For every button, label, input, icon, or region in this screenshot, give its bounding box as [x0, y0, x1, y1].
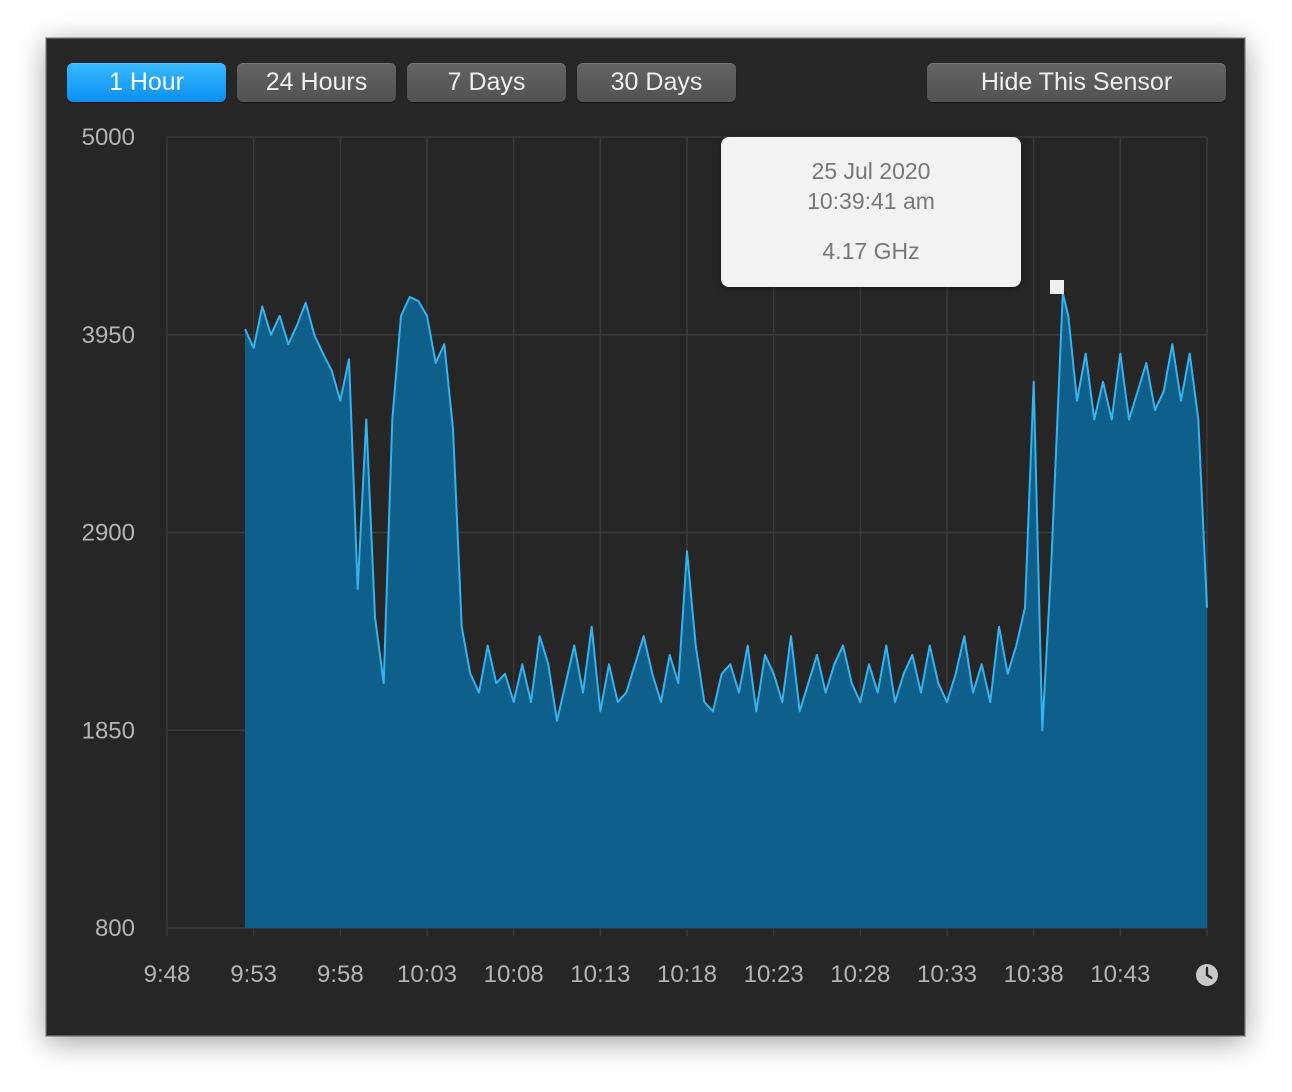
range-button-7-days[interactable]: 7 Days — [407, 63, 566, 102]
chart-plot-area — [244, 292, 1208, 928]
y-tick-label: 2900 — [82, 520, 135, 547]
x-tick-label: 10:38 — [1004, 961, 1064, 988]
x-tick-label: 10:18 — [657, 961, 717, 988]
range-button-1-hour[interactable]: 1 Hour — [67, 63, 226, 102]
clock-icon[interactable] — [1195, 963, 1219, 987]
y-tick-label: 5000 — [82, 124, 135, 151]
value-tooltip: 25 Jul 2020 10:39:41 am 4.17 GHz — [721, 137, 1021, 287]
x-tick-label: 10:28 — [830, 961, 890, 988]
series-area-fill — [245, 293, 1207, 928]
x-tick-label: 9:53 — [230, 961, 277, 988]
y-tick-label: 800 — [95, 915, 135, 942]
x-tick-label: 10:08 — [484, 961, 544, 988]
y-tick-label: 1850 — [82, 717, 135, 744]
x-tick-label: 10:43 — [1090, 961, 1150, 988]
x-tick-label: 9:58 — [317, 961, 364, 988]
x-tick-label: 10:13 — [570, 961, 630, 988]
range-button-24-hours[interactable]: 24 Hours — [237, 63, 396, 102]
x-tick-label: 9:48 — [144, 961, 191, 988]
range-button-30-days[interactable]: 30 Days — [577, 63, 736, 102]
hover-point-marker — [1050, 280, 1064, 294]
x-tick-label: 10:23 — [744, 961, 804, 988]
x-axis: 9:48 9:53 9:58 10:03 10:08 10:13 10:18 10:23 10:… — [144, 961, 1151, 988]
y-tick-label: 3950 — [82, 322, 135, 349]
series-line — [244, 292, 1208, 732]
tooltip-date: 25 Jul 2020 — [811, 158, 931, 184]
hide-sensor-button[interactable]: Hide This Sensor — [927, 63, 1226, 102]
tooltip-time: 10:39:41 am — [807, 188, 935, 214]
x-tick-label: 10:33 — [917, 961, 977, 988]
y-axis: 5000 3950 2900 1850 800 — [82, 124, 135, 942]
sensor-chart[interactable]: 5000 3950 2900 1850 800 9:48 9:53 9:58 10:03 10:… — [47, 39, 1244, 1035]
x-tick-label: 10:03 — [397, 961, 457, 988]
sensor-history-window: 1 Hour 24 Hours 7 Days 30 Days Hide This… — [46, 38, 1245, 1036]
tooltip-value: 4.17 GHz — [822, 238, 920, 264]
